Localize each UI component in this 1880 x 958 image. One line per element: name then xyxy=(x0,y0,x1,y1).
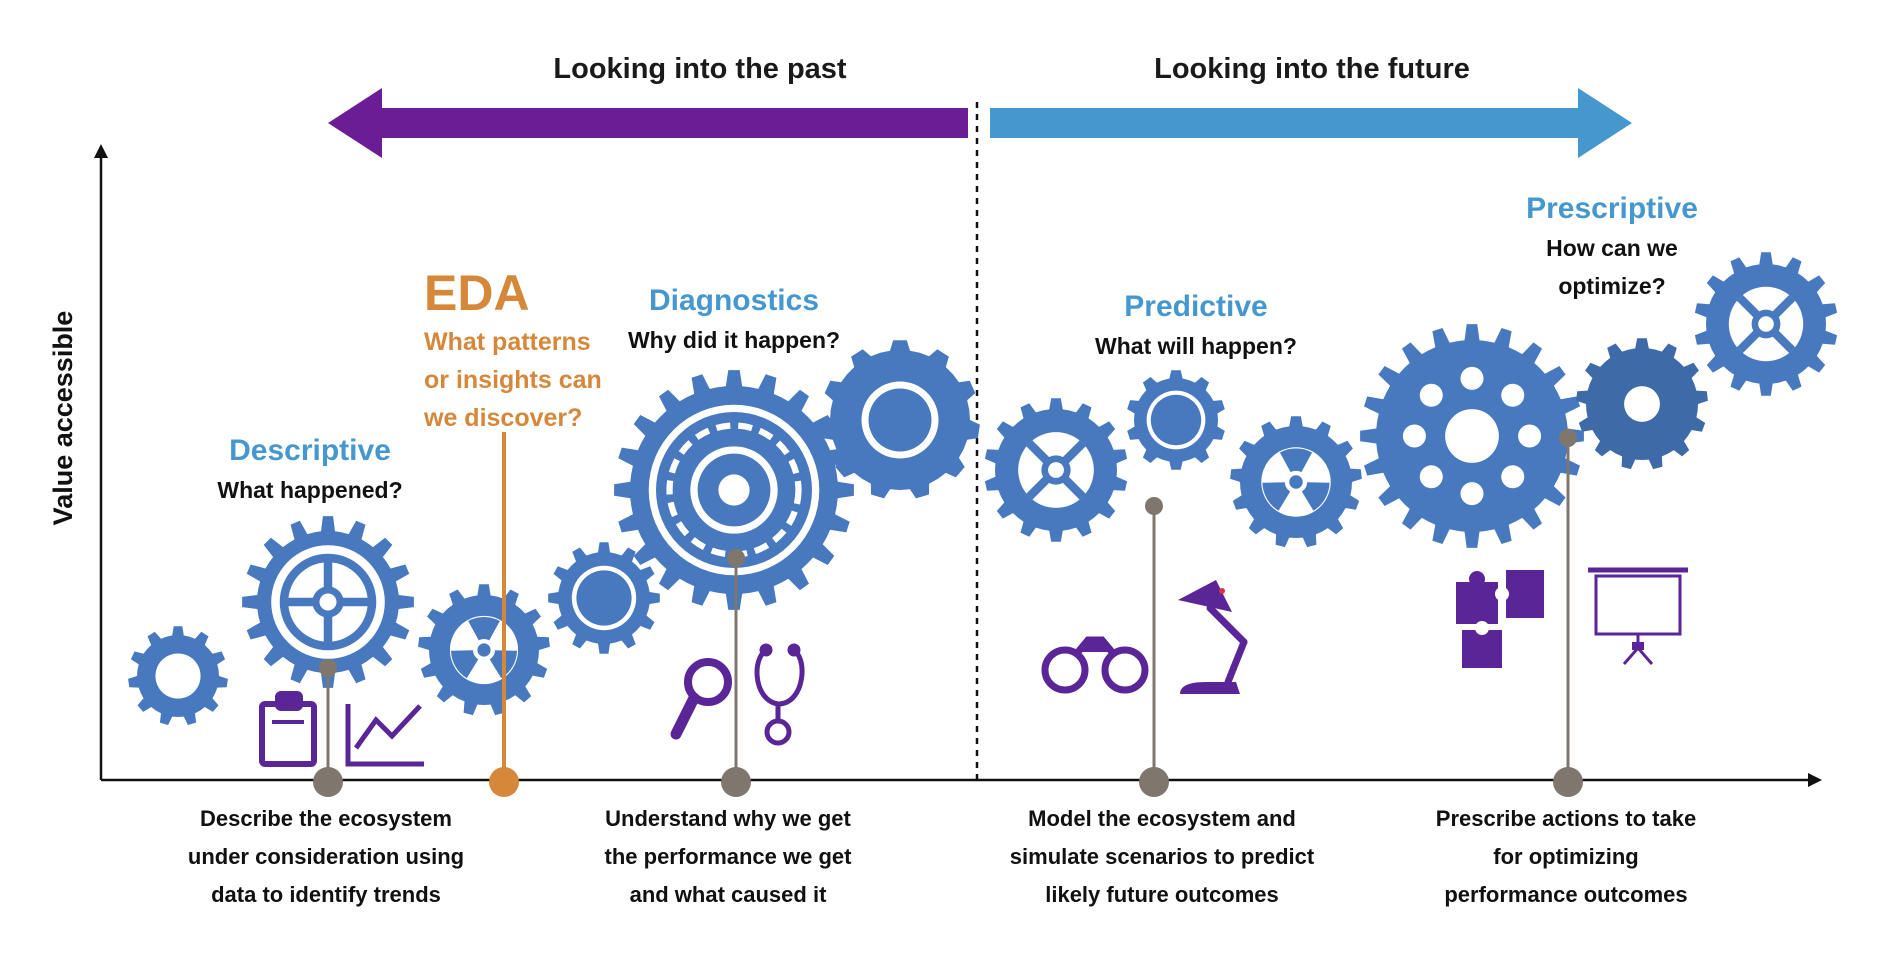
prescriptive-question-line-2: optimize? xyxy=(1558,273,1665,299)
prescriptive-description: Prescribe actions to take for optimizing… xyxy=(1436,806,1696,907)
svg-text:likely future outcomes: likely future outcomes xyxy=(1045,882,1279,907)
descriptive-question: What happened? xyxy=(217,477,402,503)
diagnostics-question: Why did it happen? xyxy=(628,327,840,353)
descriptive-pin xyxy=(313,659,343,797)
past-label: Looking into the past xyxy=(553,53,847,85)
descriptive-title: Descriptive xyxy=(229,434,391,467)
svg-text:Model the ecosystem and: Model the ecosystem and xyxy=(1028,806,1296,831)
magnifier-icon xyxy=(670,658,732,740)
eda-question-line-1: What patterns xyxy=(424,328,591,356)
svg-text:the performance we get: the performance we get xyxy=(605,844,853,869)
y-axis-label: Value accessible xyxy=(48,311,78,526)
puzzle-icon xyxy=(1456,570,1544,668)
eda-title: EDA xyxy=(424,265,530,321)
y-axis-arrowhead xyxy=(94,144,108,158)
stethoscope-icon xyxy=(754,643,805,746)
eda-pin xyxy=(489,432,519,797)
svg-text:Prescribe actions to take: Prescribe actions to take xyxy=(1436,806,1696,831)
svg-text:and what caused it: and what caused it xyxy=(630,882,827,907)
eda-question-line-3: we discover? xyxy=(423,404,582,432)
prescriptive-pin xyxy=(1553,429,1583,797)
predictive-title: Predictive xyxy=(1124,290,1267,323)
desk-lamp-icon xyxy=(1178,580,1248,694)
diagnostics-description: Understand why we get the performance we… xyxy=(605,806,853,907)
future-arrow xyxy=(990,88,1632,158)
trend-chart-icon xyxy=(345,704,424,767)
svg-text:performance outcomes: performance outcomes xyxy=(1444,882,1687,907)
diagnostics-title: Diagnostics xyxy=(649,284,819,317)
predictive-pin xyxy=(1139,497,1169,797)
svg-text:data to identify trends: data to identify trends xyxy=(211,882,441,907)
svg-text:simulate scenarios to predict: simulate scenarios to predict xyxy=(1010,844,1315,869)
binoculars-icon xyxy=(1041,636,1149,694)
predictive-question: What will happen? xyxy=(1095,333,1297,359)
svg-text:Understand why we get: Understand why we get xyxy=(605,806,851,831)
svg-text:under consideration using: under consideration using xyxy=(188,844,464,869)
projector-screen-icon xyxy=(1588,567,1688,665)
clipboard-icon xyxy=(259,691,317,767)
svg-text:Describe the ecosystem: Describe the ecosystem xyxy=(200,806,452,831)
axes xyxy=(94,144,1822,787)
prescriptive-question-line-1: How can we xyxy=(1546,235,1678,261)
past-arrow xyxy=(328,88,968,158)
svg-text:for optimizing: for optimizing xyxy=(1493,844,1638,869)
future-label: Looking into the future xyxy=(1154,53,1470,85)
eda-question-line-2: or insights can xyxy=(424,366,602,394)
gear-cluster xyxy=(128,252,1838,725)
prescriptive-title: Prescriptive xyxy=(1526,192,1698,225)
diagnostics-pin xyxy=(721,549,751,797)
predictive-description: Model the ecosystem and simulate scenari… xyxy=(1010,806,1315,907)
x-axis-arrowhead xyxy=(1808,773,1822,787)
descriptive-description: Describe the ecosystem under considerati… xyxy=(188,806,464,907)
